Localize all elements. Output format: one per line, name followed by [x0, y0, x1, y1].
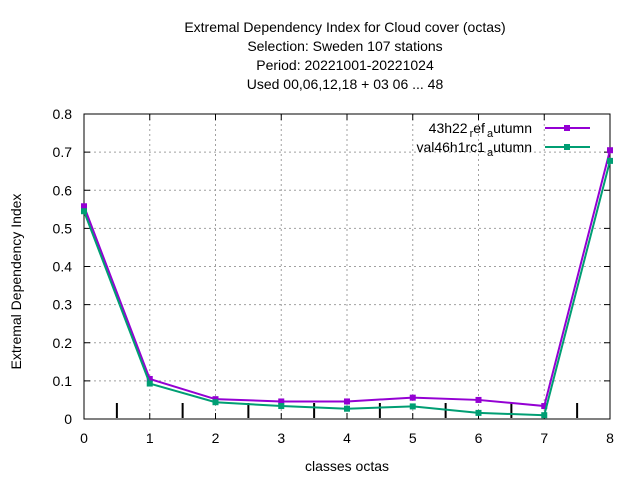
series-point-0	[409, 394, 416, 401]
y-tick-label: 0.1	[53, 373, 73, 389]
legend-label-0: 43h22 ref autumn	[429, 120, 532, 140]
series-point-1	[81, 208, 87, 215]
title-line-2: Period: 20221001-20221024	[256, 57, 434, 73]
y-tick-label: 0.3	[53, 297, 73, 313]
legend-text-part: a	[487, 128, 494, 140]
y-tick-label: 0.4	[53, 259, 73, 275]
axis-ticks: 0 1 2 3 4 5 6 7 8 0 0.1 0.2 0.3 0.4 0.5 0.6 0.7 0.8	[53, 106, 615, 446]
y-tick-label: 0.5	[53, 220, 73, 236]
series-line-0	[83, 149, 611, 408]
series-point-1	[607, 157, 613, 164]
y-tick-label: 0	[64, 411, 72, 427]
legend-text-part: utumn	[493, 120, 532, 136]
chart-title: Extremal Dependency Index for Cloud cove…	[184, 19, 505, 92]
series-point-1	[344, 405, 350, 412]
series-point-0	[278, 398, 285, 405]
series-point-1	[212, 399, 219, 406]
x-tick-label: 0	[80, 430, 88, 446]
series-point-1	[541, 412, 548, 419]
legend-text-part: utumn	[493, 139, 532, 155]
series	[81, 147, 613, 419]
title-line-0: Extremal Dependency Index for Cloud cove…	[184, 19, 505, 35]
legend-text-part: 43h22	[429, 120, 468, 136]
series-point-0	[146, 375, 153, 382]
series-point-0	[81, 203, 87, 210]
series-point-1	[475, 409, 482, 416]
series-point-1	[278, 403, 285, 410]
legend-text-part: ef	[473, 120, 485, 136]
y-tick-label: 0.2	[53, 335, 73, 351]
y-axis-label: Extremal Dependency Index	[8, 194, 24, 370]
series-point-0	[607, 147, 613, 154]
y-tick-label: 0.8	[53, 106, 73, 122]
x-tick-label: 5	[409, 430, 417, 446]
legend-text-part: a	[487, 147, 494, 159]
x-tick-label: 7	[540, 430, 548, 446]
series-point-0	[344, 398, 350, 405]
legend-label-1: val46h1rc1 autumn	[416, 139, 532, 159]
x-tick-label: 4	[343, 430, 351, 446]
legend-text-part: val46h1rc1	[416, 139, 485, 155]
x-tick-label: 8	[606, 430, 614, 446]
series-point-0	[212, 396, 219, 403]
legend-text-part: r	[470, 128, 474, 140]
y-tick-label: 0.6	[53, 182, 73, 198]
x-tick-label: 6	[475, 430, 483, 446]
legend-marker-1	[564, 144, 570, 150]
grid	[84, 114, 610, 419]
x-axis-label: classes octas	[305, 458, 389, 474]
series-point-1	[409, 403, 416, 410]
series-point-0	[475, 396, 482, 403]
title-line-3: Used 00,06,12,18 + 03 06 ... 48	[247, 76, 444, 92]
series-point-0	[541, 403, 548, 410]
legend-marker-0	[564, 125, 570, 131]
x-tick-label: 1	[146, 430, 154, 446]
title-line-1: Selection: Sweden 107 stations	[247, 38, 442, 54]
y-tick-label: 0.7	[53, 144, 73, 160]
x-tick-label: 3	[277, 430, 285, 446]
x-tick-label: 2	[212, 430, 220, 446]
series-point-1	[146, 380, 153, 387]
